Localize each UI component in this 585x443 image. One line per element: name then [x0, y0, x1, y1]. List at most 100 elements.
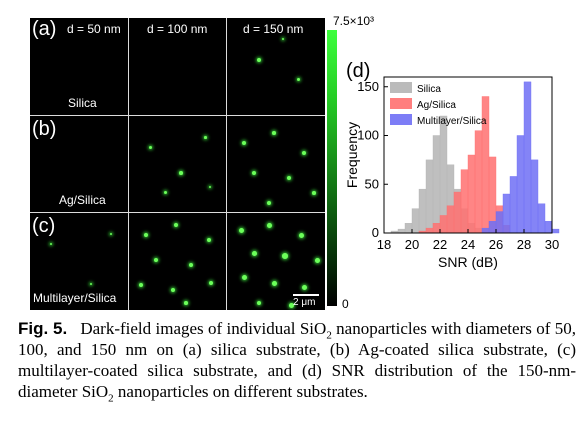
colorbar-min-label: 0	[342, 297, 349, 311]
column-header-150nm: d = 150 nm	[243, 22, 304, 36]
nanoparticle-spot	[282, 253, 288, 259]
y-tick-label: 50	[365, 176, 379, 191]
cell-a-150nm	[227, 18, 325, 115]
nanoparticle-spot	[289, 303, 294, 308]
nanoparticle-spot	[299, 233, 305, 239]
grid-divider	[30, 212, 325, 213]
x-tick-label: 24	[461, 237, 475, 252]
column-header-100nm: d = 100 nm	[147, 22, 208, 36]
row-label-silica: Silica	[68, 96, 97, 110]
histogram-bar	[509, 176, 518, 234]
snr-histogram: 18 20 22 24 26 28 30 0 50 100 150 SNR (dB) Frequency…	[344, 60, 560, 270]
histogram-bar	[516, 135, 525, 234]
nanoparticle-spot	[207, 238, 211, 242]
nanoparticle-spot	[154, 258, 158, 262]
nanoparticle-spot	[267, 223, 272, 228]
histogram-bar	[474, 130, 483, 234]
panel-letter-d: (d)	[346, 60, 370, 82]
grid-divider	[128, 18, 129, 310]
panel-letter-c: (c)	[32, 215, 56, 237]
histogram-bar	[404, 223, 413, 234]
histogram-bar	[411, 208, 420, 234]
nanoparticle-spot	[297, 78, 300, 81]
cell-c-150nm	[227, 213, 325, 310]
legend-swatch	[390, 82, 412, 93]
histogram-bar	[460, 169, 469, 234]
histogram-bar	[530, 159, 539, 234]
row-label-multilayer-silica: Multilayer/Silica	[33, 291, 117, 305]
cell-a-50nm	[30, 18, 128, 115]
legend-swatch	[390, 114, 412, 125]
y-axis-label: Frequency	[344, 122, 360, 188]
nanoparticle-spot	[302, 285, 308, 291]
nanoparticle-spot	[252, 251, 257, 256]
nanoparticle-spot	[189, 263, 194, 268]
cell-c-100nm	[129, 213, 226, 310]
x-tick-label: 20	[405, 237, 419, 252]
histogram-bar	[446, 205, 455, 234]
legend-label: Silica	[417, 84, 441, 95]
grid-divider	[30, 115, 325, 116]
nanoparticle-spot	[257, 58, 261, 62]
nanoparticle-spot	[184, 301, 188, 305]
nanoparticle-spot	[267, 201, 271, 205]
nanoparticle-spot	[144, 233, 148, 237]
nanoparticle-spot	[164, 191, 167, 194]
scale-bar-label: 2 μm	[293, 297, 316, 308]
histogram-bar	[537, 203, 546, 234]
nanoparticle-spot	[302, 151, 307, 156]
histogram-bar	[432, 135, 441, 234]
histogram-bar	[523, 81, 532, 234]
row-label-ag-silica: Ag/Silica	[59, 193, 106, 207]
histogram-bar	[432, 223, 441, 234]
column-header-50nm: d = 50 nm	[67, 22, 121, 36]
caption-subscript-1: 2	[326, 329, 332, 342]
x-tick-label: 30	[545, 237, 559, 252]
x-tick-label: 18	[377, 237, 391, 252]
nanoparticle-spot	[242, 275, 248, 281]
panel-letter-b: (b)	[32, 118, 57, 140]
nanoparticle-spot	[174, 223, 178, 227]
histogram-bar	[495, 211, 504, 234]
nanoparticle-spot	[315, 258, 320, 263]
grid-divider	[226, 18, 227, 310]
histogram-bar	[425, 159, 434, 234]
nanoparticle-spot	[239, 228, 245, 234]
panel-letter-a: (a)	[32, 18, 57, 40]
nanoparticle-spot	[242, 141, 246, 145]
x-tick-label: 22	[433, 237, 447, 252]
legend-swatch	[390, 98, 412, 109]
nanoparticle-spot	[204, 136, 207, 139]
nanoparticle-spot	[90, 283, 93, 286]
legend-label: Ag/Silica	[417, 100, 456, 111]
nanoparticle-spot	[209, 281, 213, 285]
histogram-bar	[502, 193, 511, 234]
nanoparticle-spot	[257, 301, 262, 306]
nanoparticle-spot	[50, 243, 53, 246]
nanoparticle-spot	[149, 146, 152, 149]
caption-text-2: nanoparticles with diameters of 50, 100,…	[18, 319, 576, 401]
histogram-bar	[418, 188, 427, 234]
caption-text-3: nanoparticles on different substrates.	[113, 382, 368, 401]
cell-a-100nm	[129, 18, 226, 115]
nanoparticle-spot	[171, 288, 175, 292]
histogram-bar	[467, 154, 476, 234]
nanoparticle-spot	[272, 131, 276, 135]
cell-b-150nm	[227, 116, 325, 212]
histogram-bar	[397, 228, 406, 234]
histogram-bar	[488, 221, 497, 234]
cell-c-50nm	[30, 213, 128, 310]
histogram-bar	[481, 227, 490, 234]
histogram-bar	[439, 215, 448, 234]
histogram-bar	[551, 228, 560, 234]
y-tick-label: 0	[372, 225, 379, 240]
nanoparticle-spot	[110, 233, 112, 235]
colorbar-max-label: 7.5×10³	[333, 14, 375, 28]
cell-b-100nm	[129, 116, 226, 212]
nanoparticle-spot	[312, 191, 316, 195]
histogram-bar	[425, 227, 434, 234]
x-axis-label: SNR (dB)	[438, 254, 498, 270]
caption-figure-label: Fig. 5.	[18, 319, 68, 338]
cell-b-50nm	[30, 116, 128, 212]
legend-label: Multilayer/Silica	[417, 116, 487, 127]
